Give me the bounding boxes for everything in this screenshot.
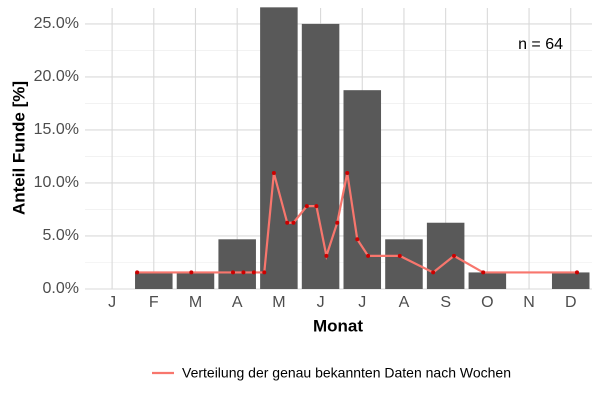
line-point (366, 253, 371, 258)
line-point (345, 171, 350, 176)
line-point (189, 270, 194, 275)
bar (301, 23, 340, 289)
x-tick-label: N (523, 294, 535, 311)
y-axis-label: Anteil Funde [%] (9, 81, 28, 215)
bar (551, 272, 590, 289)
bar (176, 272, 215, 289)
line-point (304, 204, 309, 209)
x-tick-label: J (358, 294, 366, 311)
line-point (251, 270, 256, 275)
x-tick-label: O (481, 294, 493, 311)
line-point (355, 237, 360, 242)
x-tick-label: D (565, 294, 577, 311)
x-tick-label: S (440, 294, 451, 311)
line-point (451, 253, 456, 258)
x-tick-label: J (108, 294, 116, 311)
line-point (314, 204, 319, 209)
x-tick-label: F (149, 294, 159, 311)
x-tick-label: J (317, 294, 325, 311)
bar (468, 272, 507, 289)
y-tick-label: 10.0% (34, 174, 79, 191)
y-tick-label: 5.0% (43, 227, 79, 244)
y-tick-label: 20.0% (34, 68, 79, 85)
x-tick-label: A (232, 294, 243, 311)
line-point (231, 270, 236, 275)
y-tick-label: 15.0% (34, 121, 79, 138)
bar (218, 239, 256, 289)
y-tick-label: 25.0% (34, 15, 79, 32)
line-point (285, 220, 290, 225)
legend-label: Verteilung der genau bekannten Daten nac… (182, 365, 511, 381)
x-tick-label: A (399, 294, 410, 311)
line-point (397, 253, 402, 258)
line-point (481, 270, 486, 275)
line-point (271, 171, 276, 176)
line-point (324, 253, 329, 258)
line-point (335, 220, 340, 225)
line-point (574, 270, 579, 275)
y-tick-label: 0.0% (43, 280, 79, 297)
line-point (291, 220, 296, 225)
x-axis-label: Monat (313, 316, 363, 335)
line-point (262, 270, 267, 275)
line-point (241, 270, 246, 275)
x-tick-label: M (272, 294, 285, 311)
line-point (135, 270, 140, 275)
x-tick-label: M (189, 294, 202, 311)
line-point (431, 270, 436, 275)
bar (135, 272, 173, 289)
bar (426, 222, 465, 289)
